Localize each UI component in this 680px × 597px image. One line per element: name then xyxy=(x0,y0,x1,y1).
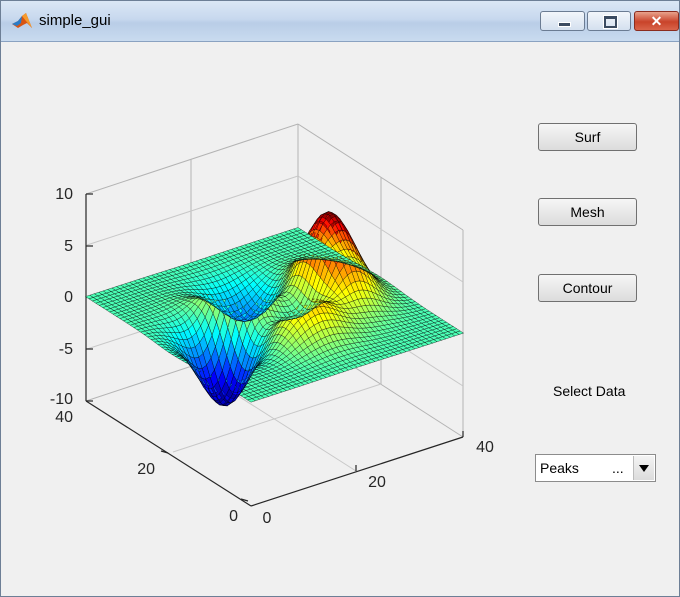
popup-ellipsis: ... xyxy=(612,460,624,476)
x-tick-label: 20 xyxy=(368,474,386,491)
peaks-surface xyxy=(84,211,465,407)
matlab-icon xyxy=(12,13,32,28)
popup-selected-value: Peaks xyxy=(540,460,579,476)
z-tick-label: 5 xyxy=(64,238,73,255)
select-data-label: Select Data xyxy=(553,383,626,399)
close-button[interactable]: ✕ xyxy=(634,11,679,31)
chevron-down-icon[interactable] xyxy=(633,456,654,480)
z-tick-label: -5 xyxy=(59,341,73,358)
mesh-button[interactable]: Mesh xyxy=(538,198,637,226)
minimize-icon xyxy=(558,22,571,27)
z-tick-label: 10 xyxy=(55,186,73,203)
z-tick-labels: 10 5 0 -5 -10 xyxy=(50,186,73,408)
close-icon: ✕ xyxy=(650,13,663,29)
y-tick-label: 0 xyxy=(229,508,238,525)
data-select-popup[interactable]: Peaks ... xyxy=(535,454,656,482)
axis-lines xyxy=(85,193,464,507)
z-tick-label: 0 xyxy=(64,289,73,306)
z-tick-label: -10 xyxy=(50,391,73,408)
y-tick-labels: 40 20 0 xyxy=(55,409,238,525)
minimize-button[interactable] xyxy=(540,11,585,31)
contour-button[interactable]: Contour xyxy=(538,274,637,302)
y-tick-label: 40 xyxy=(55,409,73,426)
x-tick-label: 40 xyxy=(476,439,494,456)
surface-patch xyxy=(84,295,94,299)
surf-button[interactable]: Surf xyxy=(538,123,637,151)
window-title: simple_gui xyxy=(39,12,111,29)
title-bar[interactable]: simple_gui ✕ xyxy=(1,1,679,42)
maximize-button[interactable] xyxy=(587,11,631,31)
x-tick-label: 0 xyxy=(263,510,272,527)
maximize-icon xyxy=(604,16,617,28)
surface-axes[interactable]: 10 5 0 -5 -10 40 20 0 0 20 40 xyxy=(1,41,521,597)
y-tick-label: 20 xyxy=(137,461,155,478)
x-tick-labels: 0 20 40 xyxy=(263,439,494,527)
